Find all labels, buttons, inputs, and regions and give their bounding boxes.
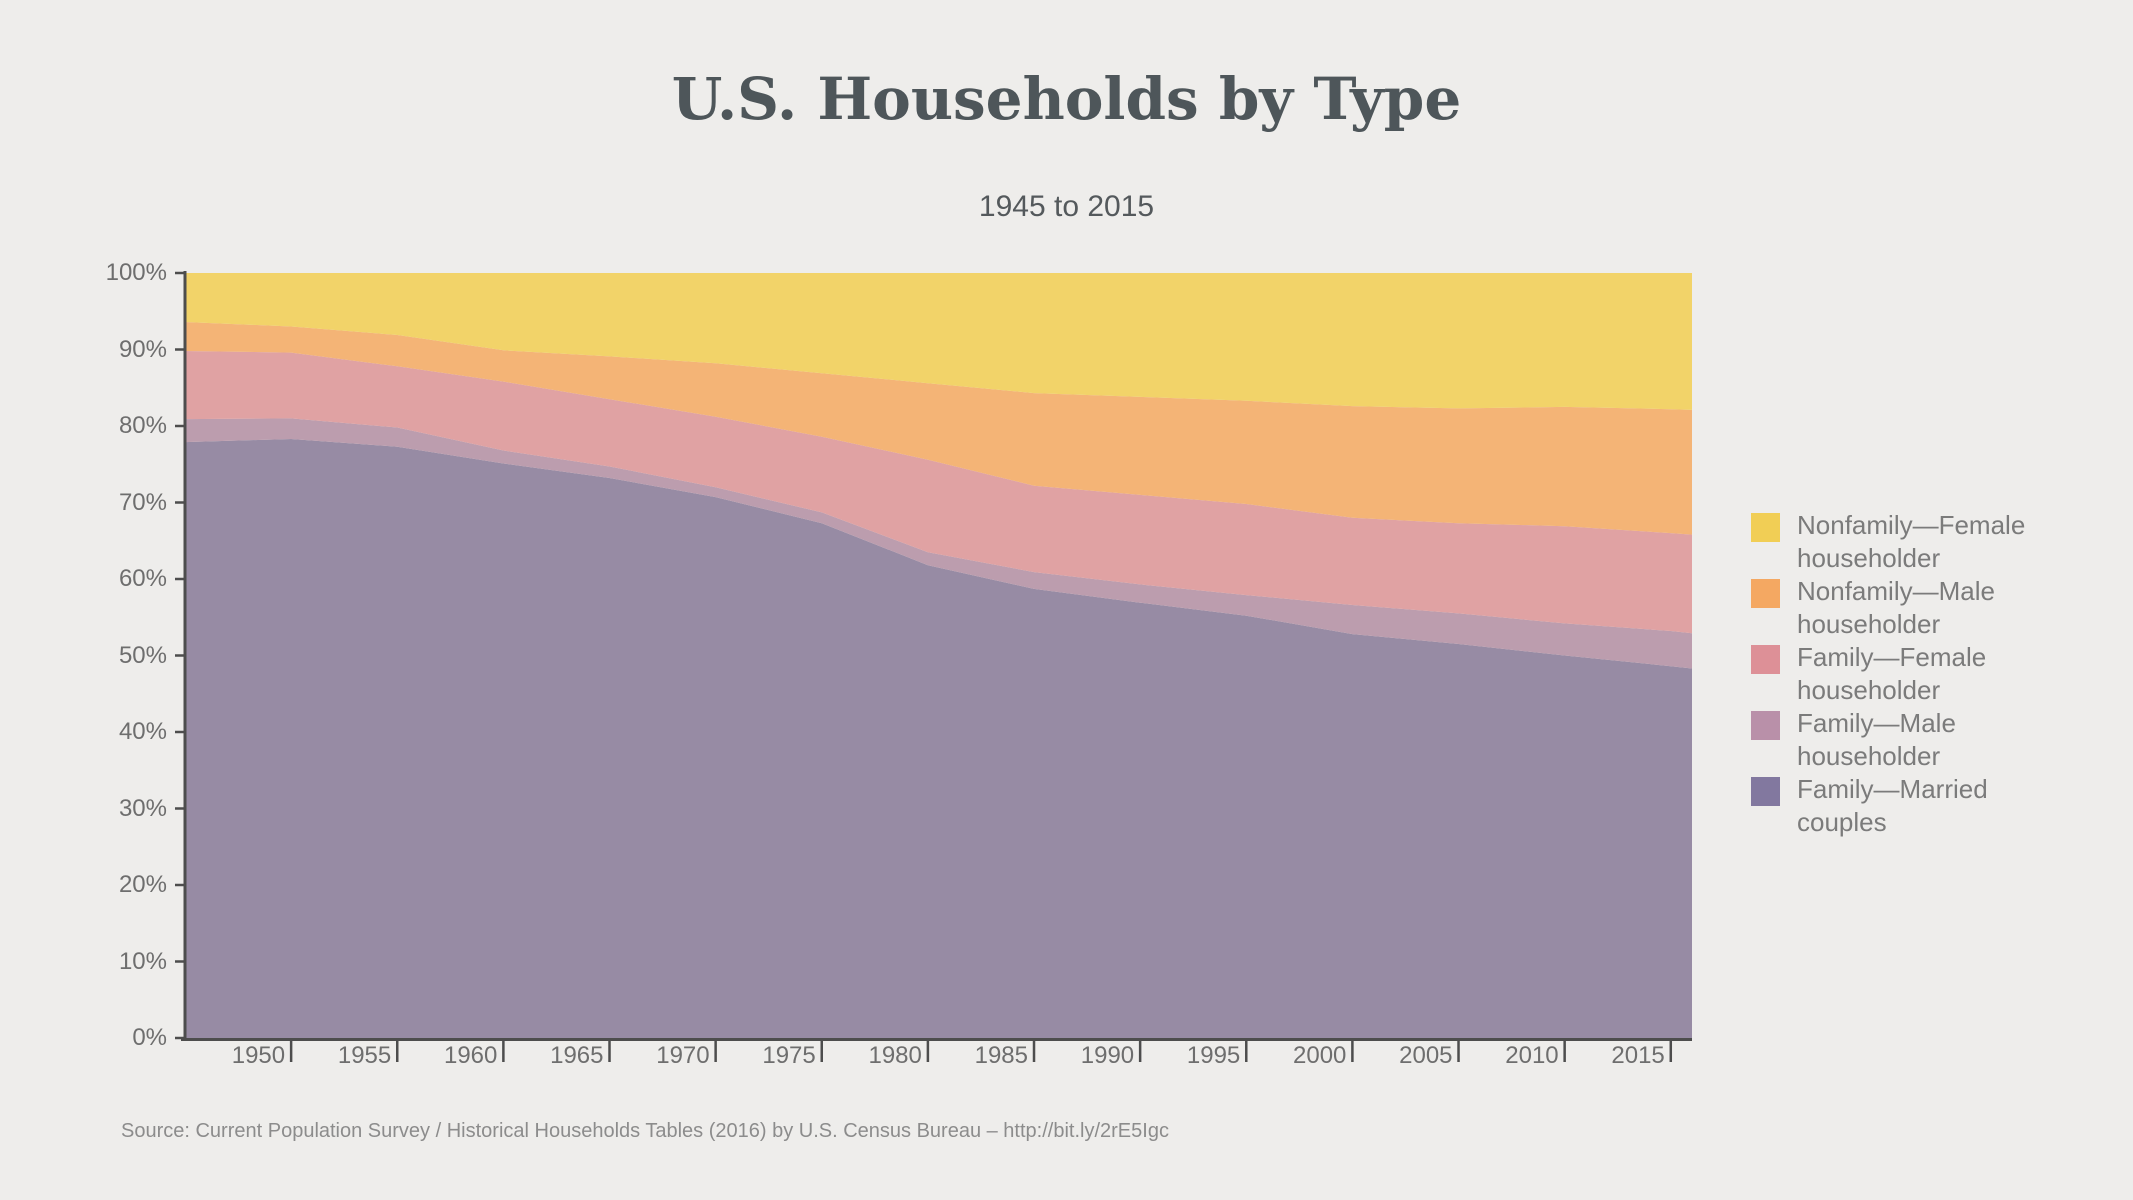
x-tick-label: 1965 [550,1042,604,1069]
legend-item: Family—Married couples [1751,773,2061,839]
chart-title: U.S. Households by Type [671,65,1462,133]
legend-item: Family—Female householder [1751,641,2061,707]
x-tick-label: 1980 [868,1042,922,1069]
legend-swatch-family-male [1751,711,1780,740]
x-tick-label: 1960 [443,1042,498,1069]
x-tick-label: 2005 [1399,1042,1453,1069]
x-tick-label: 1990 [1080,1042,1135,1069]
legend-swatch-family-married [1751,777,1780,806]
chart-subtitle: 1945 to 2015 [978,190,1155,223]
source-attribution: Source: Current Population Survey / Hist… [121,1120,1169,1142]
y-tick-label: 0% [132,1024,167,1051]
legend-label: Family—Married couples [1797,774,1988,837]
legend-item: Family—Male householder [1751,707,2061,773]
chart-legend: Nonfamily—Female householder Nonfamily—M… [1751,509,2061,839]
y-tick-label: 80% [118,412,167,439]
area-series-nonfamily-female-householder [185,273,1692,410]
x-tick-label: 1950 [231,1042,286,1069]
legend-label: Family—Male householder [1797,708,1956,771]
y-tick-label: 20% [118,871,167,898]
y-tick-label: 100% [105,259,167,286]
area-series-family-male-householder [185,418,1692,669]
y-tick-label: 10% [118,947,167,975]
legend-label: Nonfamily—Male householder [1797,576,1995,639]
legend-swatch-nonfamily-male [1751,579,1780,608]
y-tick-label: 40% [118,718,167,745]
x-tick-label: 2000 [1293,1042,1347,1069]
area-series-nonfamily-male-householder [185,322,1692,535]
y-tick-label: 30% [118,794,167,822]
x-tick-label: 2010 [1505,1042,1559,1069]
x-tick-label: 1955 [337,1042,392,1069]
legend-item: Nonfamily—Female householder [1751,509,2061,575]
x-tick-label: 1985 [974,1042,1028,1069]
legend-label: Nonfamily—Female householder [1797,510,2026,573]
y-tick-label: 50% [118,641,167,669]
x-tick-label: 1995 [1186,1042,1241,1069]
legend-item: Nonfamily—Male householder [1751,575,2061,641]
x-tick-label: 2015 [1611,1042,1665,1069]
legend-swatch-family-female [1751,645,1780,674]
x-tick-label: 1975 [762,1042,816,1069]
y-tick-label: 70% [118,488,167,516]
area-series-family-female-householder [185,351,1692,634]
y-tick-label: 60% [118,565,167,592]
legend-swatch-nonfamily-female [1751,513,1780,542]
y-tick-label: 90% [118,335,167,363]
legend-label: Family—Female householder [1797,642,1987,705]
area-series-family-married-couples [185,439,1692,1038]
x-tick-label: 1970 [656,1042,710,1069]
